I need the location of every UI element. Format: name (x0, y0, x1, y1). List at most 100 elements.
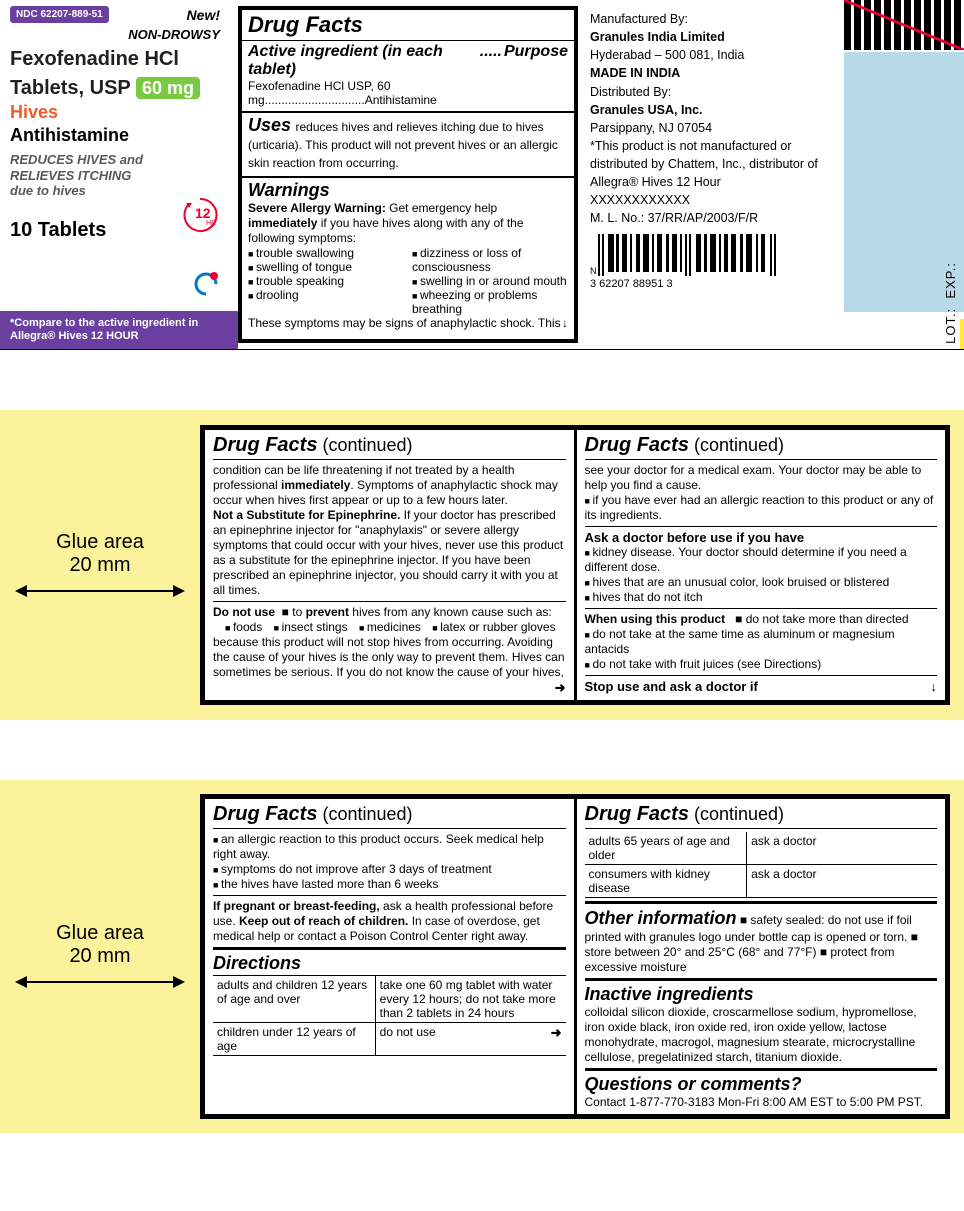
questions-heading: Questions or comments? (585, 1074, 938, 1095)
continuation-panel-1: Glue area 20 mm Drug Facts (continued) c… (0, 410, 964, 720)
continued-title: Drug Facts (continued) (585, 803, 938, 829)
symptom-bullet: trouble speaking (248, 274, 404, 288)
directions-table: adults and children 12 years of age and … (213, 976, 566, 1056)
dist-by-label: Distributed By: (590, 83, 838, 101)
do-not-use-section: Do not use ■ to prevent hives from any k… (213, 605, 566, 620)
see-doctor-text: see your doctor for a medical exam. Your… (585, 463, 938, 493)
svg-text:HR: HR (206, 220, 216, 227)
stop-use-bullets: an allergic reaction to this product occ… (213, 832, 566, 892)
drug-name-line2-text: Tablets, USP (10, 77, 130, 99)
yellow-tab-marker (960, 319, 964, 349)
inactive-heading: Inactive ingredients (585, 984, 938, 1005)
dnu-footer: because this product will not stop hives… (213, 635, 566, 680)
inactive-body: colloidal silicon dioxide, croscarmellos… (585, 1005, 938, 1065)
uses-heading: Uses (248, 115, 291, 135)
active-ingredient-label: Active ingredient (in each tablet) (248, 43, 478, 79)
other-info-section: Other information ■ safety sealed: do no… (585, 907, 938, 975)
when-using-section: When using this product ■ do not take mo… (585, 612, 938, 627)
warning-symptom-bullets: trouble swallowing swelling of tongue tr… (248, 246, 568, 316)
symptom-bullet: trouble swallowing (248, 246, 404, 260)
drug-facts-box: Drug Facts Active ingredient (in each ta… (238, 6, 578, 343)
continued-col-b: Drug Facts (continued) see your doctor f… (574, 430, 946, 700)
made-in: MADE IN INDIA (590, 64, 838, 82)
nondrowsy-flag: NON-DROWSY (0, 27, 238, 42)
ask-doctor-heading: Ask a doctor before use if you have (585, 530, 938, 545)
purpose-label: Purpose (504, 43, 568, 79)
table-row: adults 65 years of age and olderask a do… (585, 832, 938, 865)
when-using-bullets: do not take at the same time as aluminum… (585, 627, 938, 672)
reduces-claim: REDUCES HIVES and RELIEVES ITCHING due t… (0, 146, 150, 199)
ndc-code: NDC 62207-889-51 (10, 6, 109, 23)
dist-addr: Parsippany, NJ 07054 (590, 119, 838, 137)
continued-title: Drug Facts (continued) (213, 803, 566, 829)
symptom-bullet: swelling in or around mouth (412, 274, 568, 288)
double-arrow-icon (15, 583, 185, 599)
continue-arrow-icon: ↓ (562, 316, 568, 331)
disclaimer: *This product is not manufactured or dis… (590, 137, 838, 191)
directions-table-cont: adults 65 years of age and olderask a do… (585, 832, 938, 898)
mfr-addr: Hyderabad – 500 081, India (590, 46, 838, 64)
compare-footnote: *Compare to the active ingredient in All… (0, 311, 238, 349)
svg-text:12: 12 (195, 205, 211, 221)
active-ingredient-header: Active ingredient (in each tablet) .....… (242, 41, 574, 79)
top-barcode-placeholder-icon (844, 0, 964, 50)
continuation-panel-2: Glue area 20 mm Drug Facts (continued) a… (0, 780, 964, 1133)
twelve-hour-clock-icon: 12 HR (180, 195, 220, 235)
upc-barcode-icon: 3 62207 88951 3 N (590, 234, 790, 289)
continue-arrow-icon: ➜ (555, 680, 566, 696)
drug-name-line1: Fexofenadine HCl (0, 42, 238, 71)
uses-section: Uses reduces hives and relieves itching … (242, 113, 574, 178)
allergic-reaction-bullet: if you have ever had an allergic reactio… (585, 493, 938, 523)
right-column: Manufactured By: Granules India Limited … (578, 0, 964, 349)
severe-allergy-bold: Severe Allergy Warning: (248, 201, 386, 215)
svg-text:N: N (590, 266, 597, 276)
antihistamine-word: Antihistamine (0, 123, 238, 146)
continued-col-a: Drug Facts (continued) condition can be … (205, 430, 574, 700)
drug-name-line2: Tablets, USP 60 mg (0, 71, 238, 100)
brand-logo-icon (192, 270, 220, 298)
ask-doctor-bullets: kidney disease. Your doctor should deter… (585, 545, 938, 605)
double-arrow-icon (15, 974, 185, 990)
svg-text:3 62207 88951 3: 3 62207 88951 3 (590, 278, 673, 289)
table-row: adults and children 12 years of age and … (213, 976, 566, 1023)
manufacturer-info: Manufactured By: Granules India Limited … (578, 0, 844, 349)
drug-facts-continued-box-2: Drug Facts (continued) an allergic react… (200, 794, 950, 1119)
stop-use-heading: Stop use and ask a doctor if ↓ (585, 679, 938, 694)
dose-pill: 60 mg (136, 77, 200, 99)
front-panel: NDC 62207-889-51 New! NON-DROWSY Fexofen… (0, 0, 964, 350)
active-ingredient-line: Fexofenadine HCl USP, 60 mg.............… (242, 79, 574, 113)
directions-heading: Directions (213, 953, 566, 976)
drug-facts-continued-box-1: Drug Facts (continued) condition can be … (200, 425, 950, 705)
dist-name: Granules USA, Inc. (590, 101, 838, 119)
symptom-bullet: swelling of tongue (248, 260, 404, 274)
symptom-bullet: wheezing or problems breathing (412, 288, 568, 316)
continued-col-b: Drug Facts (continued) adults 65 years o… (574, 799, 946, 1114)
severe-allergy-warning: Severe Allergy Warning: Get emergency he… (248, 201, 568, 246)
placeholder-x: XXXXXXXXXXXX (590, 191, 838, 209)
ml-number: M. L. No.: 37/RR/AP/2003/F/R (590, 209, 838, 227)
table-row: consumers with kidney diseaseask a docto… (585, 865, 938, 898)
mfr-name: Granules India Limited (590, 28, 838, 46)
warning-footer: These symptoms may be signs of anaphylac… (248, 316, 568, 331)
warnings-section: Warnings Severe Allergy Warning: Get eme… (242, 178, 574, 335)
placeholder-column: LOT.: EXP.: (844, 0, 964, 349)
continue-arrow-icon: ↓ (931, 679, 938, 694)
uses-body: reduces hives and relieves itching due t… (248, 120, 558, 170)
mfr-by-label: Manufactured By: (590, 10, 838, 28)
glue-area-label: Glue area 20 mm (0, 531, 200, 599)
epinephrine-paragraph: Not a Substitute for Epinephrine. If you… (213, 508, 566, 598)
warnings-heading: Warnings (248, 180, 568, 201)
drug-facts-title: Drug Facts (242, 10, 574, 41)
hives-word: Hives (0, 100, 238, 123)
continue-arrow-icon: ➜ (551, 1025, 562, 1041)
continued-col-a: Drug Facts (continued) an allergic react… (205, 799, 574, 1114)
dnu-inline-bullets: foods insect stings medicines latex or r… (213, 620, 566, 635)
anaphylaxis-continuation: condition can be life threatening if not… (213, 463, 566, 508)
blue-placeholder-box: LOT.: EXP.: (844, 52, 964, 312)
table-row: children under 12 years of agedo not use… (213, 1023, 566, 1056)
questions-body: Contact 1-877-770-3183 Mon-Fri 8:00 AM E… (585, 1095, 938, 1110)
left-branding-column: NDC 62207-889-51 New! NON-DROWSY Fexofen… (0, 0, 238, 349)
continued-title: Drug Facts (continued) (213, 434, 566, 460)
pregnancy-section: If pregnant or breast-feeding, ask a hea… (213, 899, 566, 944)
symptom-bullet: dizziness or loss of consciousness (412, 246, 568, 274)
